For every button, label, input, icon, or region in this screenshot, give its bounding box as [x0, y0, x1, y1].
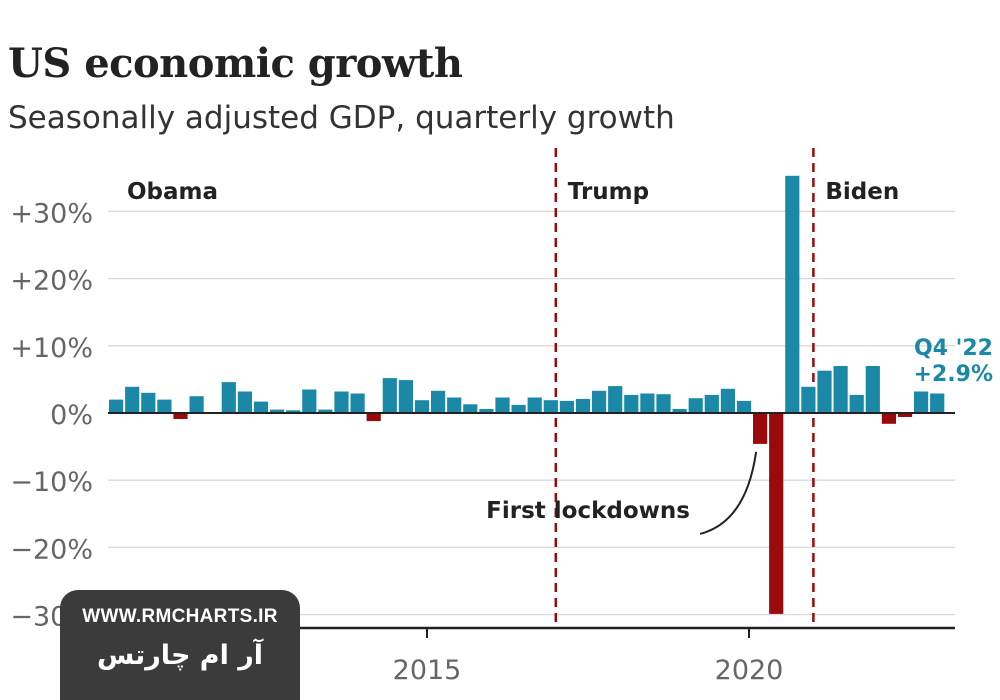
gdp-bar	[672, 409, 687, 413]
gdp-bar	[495, 397, 510, 413]
latest-period-label: Q4 '22	[914, 336, 993, 361]
gdp-bar	[720, 388, 735, 413]
gdp-bar	[350, 393, 365, 413]
gdp-bar	[431, 390, 446, 413]
gdp-bar	[736, 400, 752, 413]
gdp-bar	[849, 394, 864, 413]
gdp-bar	[817, 370, 832, 413]
y-tick-label: +30%	[10, 198, 93, 229]
gdp-bar	[479, 409, 494, 413]
watermark-url: WWW.RMCHARTS.IR	[82, 606, 278, 627]
gdp-bar	[141, 392, 156, 413]
gdp-bar	[543, 400, 558, 413]
chart-subtitle: Seasonally adjusted GDP, quarterly growt…	[8, 100, 675, 136]
gdp-bar	[463, 404, 478, 413]
gdp-bar	[189, 396, 204, 413]
gdp-bar	[656, 394, 671, 413]
gdp-bar	[624, 394, 639, 413]
rmcharts-watermark: WWW.RMCHARTS.IR آر ام چارتس	[60, 590, 300, 700]
gdp-bar	[785, 175, 800, 413]
gdp-bar	[270, 409, 285, 413]
y-tick-label: +10%	[10, 333, 93, 364]
gdp-bar	[753, 413, 768, 444]
gdp-bar	[511, 404, 526, 413]
gdp-bar	[833, 366, 848, 413]
gdp-bar	[221, 382, 236, 413]
gdp-bar	[398, 380, 413, 413]
y-tick-label: +20%	[10, 266, 93, 297]
gdp-bar	[688, 398, 703, 413]
gdp-bar	[704, 394, 719, 413]
gdp-bar	[302, 389, 317, 413]
gdp-bar	[318, 409, 333, 413]
gdp-bar	[865, 366, 880, 413]
annotation-label: First lockdowns	[486, 498, 690, 524]
gdp-bar	[914, 391, 929, 413]
gdp-bar	[447, 397, 462, 413]
gdp-bar	[897, 413, 913, 417]
gdp-bar	[559, 400, 574, 413]
chart-title: US economic growth	[8, 40, 463, 87]
gdp-bar	[527, 397, 542, 413]
y-tick-label: −20%	[10, 534, 93, 565]
latest-value-label: +2.9%	[914, 362, 993, 387]
gdp-bar	[286, 410, 301, 413]
era-label: Biden	[825, 179, 899, 205]
gdp-bar	[881, 413, 896, 424]
gdp-bar	[640, 393, 655, 413]
y-tick-label: −10%	[10, 467, 93, 498]
era-label: Trump	[568, 179, 649, 205]
gdp-bar	[237, 391, 252, 413]
gdp-bar	[930, 393, 945, 413]
x-tick-label: 2015	[393, 655, 462, 686]
gdp-bar	[608, 386, 623, 413]
gdp-bar	[382, 378, 397, 413]
gdp-bar	[769, 413, 784, 614]
y-tick-label: 0%	[50, 400, 93, 431]
gdp-bar	[125, 386, 140, 413]
gdp-bar	[414, 400, 430, 413]
gdp-bar	[575, 398, 591, 413]
gdp-bar	[173, 413, 188, 419]
gdp-bar	[253, 401, 269, 413]
gdp-bar	[592, 390, 607, 413]
watermark-name: آر ام چارتس	[96, 640, 264, 671]
annotation-leader	[699, 451, 758, 535]
gdp-bar	[109, 399, 124, 413]
gdp-bar	[157, 399, 172, 413]
gdp-bar	[334, 391, 349, 413]
x-tick-label: 2020	[715, 655, 784, 686]
gdp-bar	[366, 413, 381, 422]
gdp-bar	[801, 386, 816, 413]
era-label: Obama	[127, 179, 218, 205]
